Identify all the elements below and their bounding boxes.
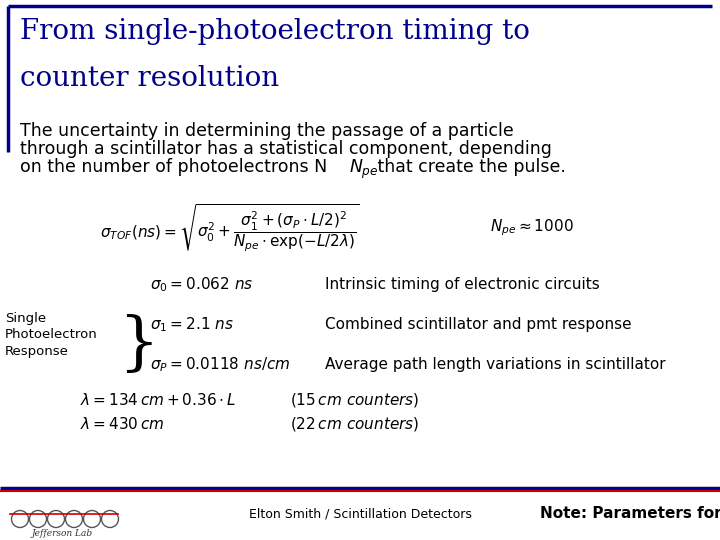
Text: on the number of photoelectrons N: on the number of photoelectrons N [20, 158, 328, 176]
Text: }: } [117, 314, 158, 375]
Text: From single-photoelectron timing to: From single-photoelectron timing to [20, 18, 530, 45]
Text: Combined scintillator and pmt response: Combined scintillator and pmt response [325, 318, 631, 333]
Text: $\lambda = 430\,cm$: $\lambda = 430\,cm$ [80, 416, 164, 432]
Text: $(15\,cm\ counters)$: $(15\,cm\ counters)$ [290, 391, 419, 409]
Text: $N_{pe} \approx 1000$: $N_{pe} \approx 1000$ [490, 218, 574, 238]
Text: The uncertainty in determining the passage of a particle: The uncertainty in determining the passa… [20, 122, 514, 140]
Text: $N_{pe}$: $N_{pe}$ [349, 158, 379, 181]
Text: $(22\,cm\ counters)$: $(22\,cm\ counters)$ [290, 415, 419, 433]
Text: $\sigma_{TOF}(ns) = \sqrt{\sigma_0^2 + \dfrac{\sigma_1^2 + (\sigma_P \cdot L/2)^: $\sigma_{TOF}(ns) = \sqrt{\sigma_0^2 + \… [100, 202, 360, 254]
Text: Average path length variations in scintillator: Average path length variations in scinti… [325, 357, 665, 373]
Text: through a scintillator has a statistical component, depending: through a scintillator has a statistical… [20, 140, 552, 158]
Text: $\sigma_P = 0.0118\ ns/cm$: $\sigma_P = 0.0118\ ns/cm$ [150, 356, 291, 374]
Text: $\sigma_0 = 0.062\ ns$: $\sigma_0 = 0.062\ ns$ [150, 275, 253, 294]
Text: $\sigma_1 = 2.1\ ns$: $\sigma_1 = 2.1\ ns$ [150, 316, 234, 334]
Text: Note: Parameters for CLAS: Note: Parameters for CLAS [540, 507, 720, 522]
Text: Intrinsic timing of electronic circuits: Intrinsic timing of electronic circuits [325, 278, 600, 293]
Text: $\lambda = 134\,cm + 0.36 \cdot L$: $\lambda = 134\,cm + 0.36 \cdot L$ [80, 392, 236, 408]
Text: counter resolution: counter resolution [20, 65, 279, 92]
Text: Jefferson Lab: Jefferson Lab [32, 529, 93, 537]
Text: Single
Photoelectron
Response: Single Photoelectron Response [5, 312, 98, 358]
Text: that create the pulse.: that create the pulse. [372, 158, 566, 176]
Text: Elton Smith / Scintillation Detectors: Elton Smith / Scintillation Detectors [248, 508, 472, 521]
